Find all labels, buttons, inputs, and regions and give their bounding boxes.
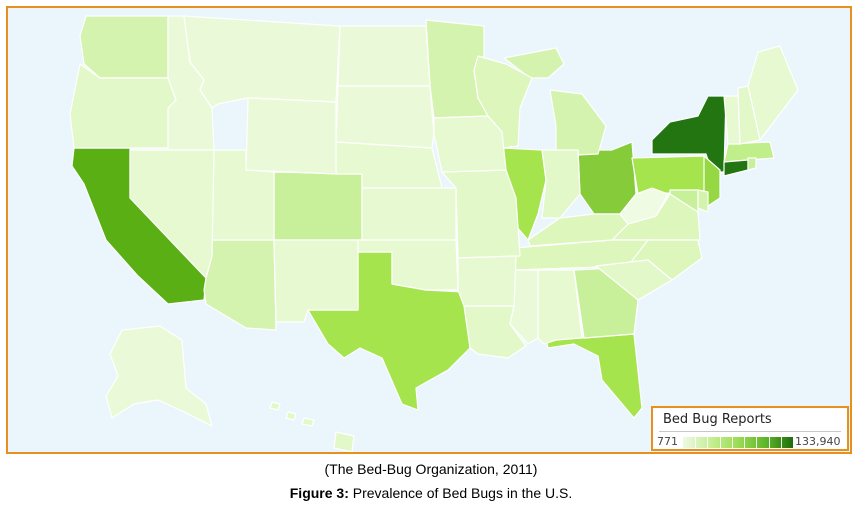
state-connecticut[interactable] (723, 159, 749, 177)
state-rhode-island[interactable] (747, 157, 757, 171)
state-montana[interactable] (183, 15, 341, 109)
legend-scale-ticks (683, 437, 793, 448)
state-south-dakota[interactable] (335, 85, 435, 149)
map-frame: Bed Bug Reports 771 133,940 (6, 6, 852, 454)
legend-title: Bed Bug Reports (663, 412, 772, 427)
state-pennsylvania[interactable] (631, 155, 709, 195)
legend: Bed Bug Reports 771 133,940 (651, 406, 849, 451)
legend-tick (756, 437, 758, 448)
legend-min-label: 771 (657, 435, 678, 448)
state-south-carolina[interactable] (595, 259, 673, 301)
state-north-dakota[interactable] (337, 25, 431, 87)
state-iowa[interactable] (433, 115, 507, 173)
state-new-york[interactable] (651, 95, 727, 173)
state-vermont[interactable] (723, 95, 741, 145)
state-arkansas[interactable] (457, 255, 517, 307)
state-arizona[interactable] (203, 239, 277, 331)
state-new-mexico[interactable] (273, 239, 359, 323)
state-florida[interactable] (543, 329, 643, 419)
figure-caption: Figure 3: Prevalence of Bed Bugs in the … (0, 485, 862, 501)
legend-tick (768, 437, 770, 448)
legend-divider (659, 431, 841, 432)
state-hawaii[interactable] (269, 401, 355, 452)
state-wyoming[interactable] (245, 97, 337, 175)
figure-caption-text: Prevalence of Bed Bugs in the U.S. (348, 485, 573, 501)
legend-tick (719, 437, 721, 448)
legend-tick (695, 437, 697, 448)
state-washington[interactable] (79, 15, 169, 79)
citation: (The Bed-Bug Organization, 2011) (324, 461, 538, 477)
legend-tick (707, 437, 709, 448)
state-colorado[interactable] (273, 171, 363, 241)
state-west-virginia[interactable] (619, 187, 669, 225)
state-massachusetts[interactable] (723, 141, 775, 163)
figure-label: Figure 3: (289, 485, 349, 501)
legend-tick (731, 437, 733, 448)
legend-tick (780, 437, 782, 448)
state-delaware[interactable] (697, 189, 709, 213)
state-alaska[interactable] (105, 325, 213, 427)
state-kansas[interactable] (361, 187, 457, 241)
state-alabama[interactable] (537, 269, 583, 345)
state-indiana[interactable] (541, 149, 581, 219)
state-oklahoma[interactable] (357, 239, 459, 291)
legend-max-label: 133,940 (795, 435, 841, 448)
us-choropleth-map (69, 15, 799, 452)
state-new-hampshire[interactable] (737, 85, 761, 145)
legend-tick (744, 437, 746, 448)
legend-color-scale (683, 437, 793, 448)
